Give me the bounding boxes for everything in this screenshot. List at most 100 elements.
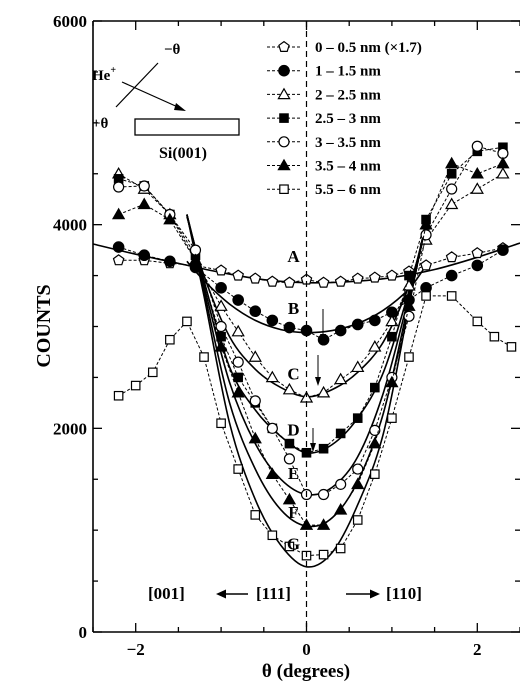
data-point [368,340,382,352]
data-point [335,428,346,439]
legend-label: 2.5 – 3 nm [315,111,381,127]
data-point [283,321,296,334]
x-tick-label: −2 [127,640,145,659]
inset-normal-line [115,62,159,108]
data-point [112,241,125,253]
data-point [317,276,330,288]
data-point [351,477,365,490]
data-point [368,436,382,449]
legend-label: 3.5 – 4 nm [315,159,381,175]
data-point [130,380,141,391]
legend-label: 5.5 – 6 nm [315,182,381,198]
data-point [471,247,484,259]
legend-marker [278,40,290,53]
data-point [232,356,244,368]
direction-001: [001] [148,584,185,603]
data-point [199,352,209,362]
data-point [283,276,296,288]
data-point [369,424,381,436]
data-point [387,331,397,342]
legend: 0 – 0.5 nm (×1.7) 1 – 1.5 nm 2 – 2.5 nm 2.5… [267,40,422,198]
data-point [284,438,295,449]
inset-plus-theta: +θ [92,116,109,132]
data-point [403,310,415,322]
data-point [470,182,484,194]
data-point [317,488,330,501]
legend-marker [279,113,289,123]
data-point [445,197,459,210]
data-point [446,291,457,301]
data-point [386,269,398,281]
data-point [489,331,500,342]
data-point [214,340,228,352]
data-point [231,385,245,398]
data-point [335,478,347,490]
arrow-left-icon [216,589,226,599]
curve-label-f: F [288,503,298,522]
series-line [118,146,503,454]
data-point [470,166,484,179]
data-point [265,467,279,479]
series-5 [113,140,509,501]
data-point [282,382,297,395]
data-point [266,275,279,287]
data-point [112,254,125,266]
curve-label-c: C [287,364,299,383]
data-point [370,382,380,393]
data-point [113,390,124,401]
series-2 [112,241,509,346]
x-axis-title: θ (degrees) [262,661,350,682]
curve-label-a: A [287,247,300,266]
data-point [387,413,397,423]
data-point [216,418,226,429]
data-point [215,282,227,294]
down-arrow-icon [310,443,316,452]
data-point [266,314,279,327]
legend-marker [279,184,289,194]
inset-sample-rect [134,118,240,136]
data-point [266,422,278,434]
data-point [368,271,381,283]
data-point [420,229,432,241]
data-point [402,299,416,311]
data-point [318,443,329,454]
data-point [445,269,458,282]
curve-label-g: G [287,534,300,553]
data-series [111,140,517,561]
data-point [351,318,364,331]
data-point [351,272,364,284]
data-point [446,168,457,179]
data-point [163,212,177,225]
inset-sample-label: Si(001) [159,145,207,162]
data-point [446,183,458,195]
down-arrow-icon [320,334,326,343]
data-point [265,370,279,383]
series-3 [111,166,510,403]
legend-marker [277,158,291,171]
data-point [334,324,347,337]
curve-label-b: B [288,299,299,318]
data-point [248,431,262,444]
data-point [233,372,243,383]
data-point [250,510,261,520]
data-point [316,385,331,398]
data-point [188,253,203,266]
direction-111: [111] [256,584,291,603]
data-point [283,453,296,465]
series-line [118,246,504,341]
data-point [318,549,329,560]
down-arrow-icon [315,377,321,386]
data-point [471,259,484,272]
data-point [164,255,176,268]
data-point [334,275,347,287]
data-point [496,156,510,169]
data-point [334,372,348,385]
data-point [497,244,509,256]
data-point [284,541,295,552]
series-line [118,145,504,495]
direction-annotation: [001] [111] [110] [148,584,422,603]
data-point [248,350,262,362]
data-point [369,314,381,327]
data-point [215,320,227,333]
inset-geometry: He+ −θ +θ Si(001) [92,42,240,162]
